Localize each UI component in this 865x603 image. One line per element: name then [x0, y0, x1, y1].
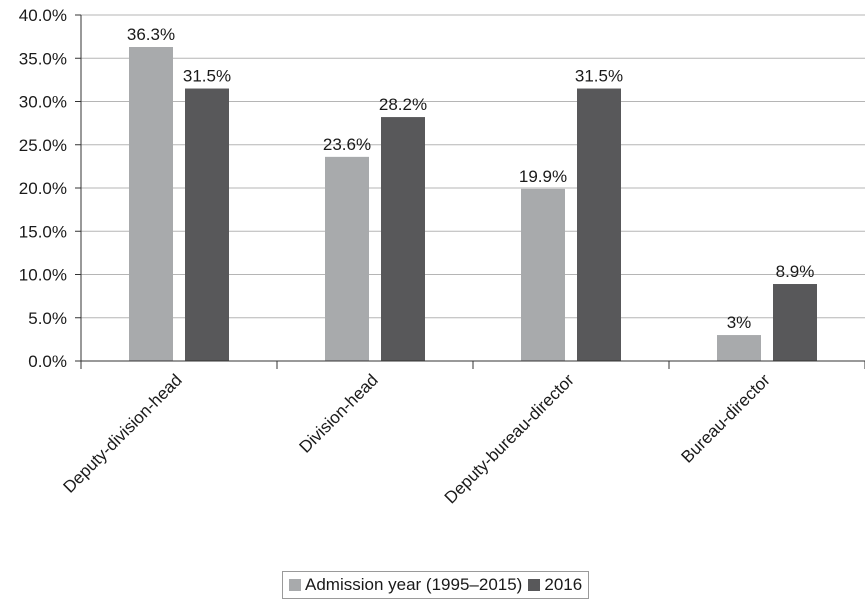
y-tick-label: 30.0% — [19, 93, 67, 112]
bar-2016-2 — [577, 88, 621, 362]
x-category-label: Bureau-director — [678, 370, 775, 467]
legend-label-admission-year: Admission year (1995–2015) — [305, 575, 523, 594]
y-tick-labels: 0.0% 5.0% 10.0% 15.0% 20.0% 25.0% 30.0% 35.0% 40… — [19, 6, 67, 371]
y-tick-label: 20.0% — [19, 179, 67, 198]
data-labels: 36.3% 31.5% 23.6% 28.2% 19.9% 31.5% 3% 8.9% — [127, 25, 814, 332]
data-label: 36.3% — [127, 25, 175, 44]
legend-swatch-2016 — [528, 579, 541, 591]
y-tick-label: 15.0% — [19, 222, 67, 241]
data-label: 31.5% — [183, 67, 231, 86]
data-label: 28.2% — [379, 95, 427, 114]
x-category-label: Deputy-division-head — [59, 370, 185, 496]
y-tick-label: 25.0% — [19, 136, 67, 155]
axes — [75, 14, 865, 369]
bar-2016-0 — [185, 88, 229, 362]
data-label: 3% — [727, 313, 752, 332]
x-category-label: Deputy-bureau-director — [441, 370, 578, 507]
bar-admission-year-0 — [129, 47, 173, 361]
bar-2016-3 — [773, 284, 817, 361]
bar-admission-year-2 — [521, 188, 565, 361]
y-tick-label: 10.0% — [19, 266, 67, 285]
legend-item-admission-year: Admission year (1995–2015) — [289, 575, 522, 595]
data-label: 19.9% — [519, 167, 567, 186]
data-label: 23.6% — [323, 135, 371, 154]
x-category-labels: Deputy-division-head Division-head Deputy-… — [59, 370, 774, 507]
legend-item-2016: 2016 — [528, 575, 582, 595]
y-tick-label: 35.0% — [19, 49, 67, 68]
x-category-label: Division-head — [296, 370, 382, 456]
y-tick-label: 0.0% — [28, 352, 67, 371]
bars — [129, 47, 817, 362]
legend: Admission year (1995–2015) 2016 — [282, 571, 590, 599]
bar-2016-1 — [381, 117, 425, 361]
bar-admission-year-1 — [325, 156, 369, 361]
legend-swatch-admission-year — [289, 579, 301, 591]
y-tick-label: 5.0% — [28, 309, 67, 328]
y-tick-label: 40.0% — [19, 6, 67, 25]
bar-admission-year-3 — [717, 335, 761, 361]
bar-chart: 0.0% 5.0% 10.0% 15.0% 20.0% 25.0% 30.0% 35.0% 40… — [19, 6, 865, 507]
data-label: 31.5% — [575, 67, 623, 86]
data-label: 8.9% — [776, 262, 815, 281]
legend-label-2016: 2016 — [544, 575, 583, 594]
